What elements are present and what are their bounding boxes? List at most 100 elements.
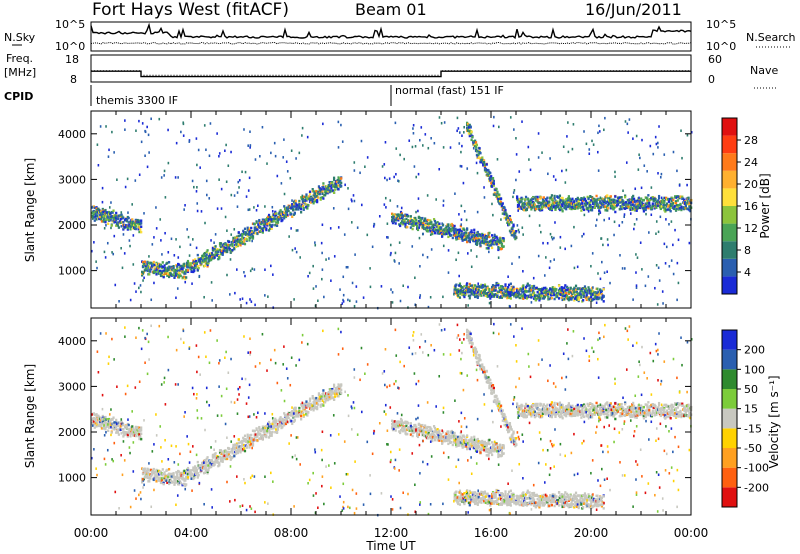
power-cell-1394 bbox=[451, 236, 454, 240]
power-noise-cell-196 bbox=[586, 292, 588, 295]
power-noise-cell-104 bbox=[103, 250, 106, 254]
power-cell-1497 bbox=[474, 236, 478, 240]
power-cell-1391 bbox=[450, 228, 454, 231]
power-cell-1467 bbox=[467, 236, 470, 240]
power-noise-cell-482 bbox=[369, 267, 371, 270]
power-cell-3136 bbox=[566, 294, 569, 298]
velocity-cell-59 bbox=[103, 417, 106, 421]
velocity-cell-805 bbox=[270, 434, 273, 437]
power-cell-296 bbox=[157, 269, 160, 273]
power-cell-2235 bbox=[601, 199, 604, 202]
power-cell-615 bbox=[227, 240, 231, 244]
power-cell-945 bbox=[301, 204, 305, 208]
power-cell-160 bbox=[126, 228, 129, 231]
velocity-cell-467 bbox=[194, 466, 198, 470]
power-noise-cell-435 bbox=[532, 276, 535, 280]
power-cell-1270 bbox=[424, 217, 427, 220]
power-cell-79 bbox=[107, 210, 111, 214]
power-cell-1453 bbox=[465, 233, 468, 236]
power-cell-2183 bbox=[590, 199, 593, 202]
power-cell-2258 bbox=[607, 203, 610, 207]
power-cell-1807 bbox=[506, 214, 509, 217]
power-cell-1555 bbox=[487, 246, 490, 250]
power-noise-cell-310 bbox=[360, 203, 363, 207]
velocity-cell-497 bbox=[202, 463, 205, 467]
power-cell-764 bbox=[261, 218, 264, 221]
power-noise-cell-509 bbox=[500, 218, 502, 221]
power-noise-cell-58 bbox=[475, 161, 478, 165]
velocity-cell-41 bbox=[99, 417, 103, 420]
power-noise-cell-399 bbox=[466, 167, 469, 170]
velocity-cell-810 bbox=[271, 430, 274, 434]
power-cell-1960 bbox=[541, 208, 544, 212]
power-cell-1933 bbox=[534, 207, 537, 211]
power-noise-cell-180 bbox=[537, 156, 540, 159]
velocity-cell-697 bbox=[246, 441, 249, 445]
power-cell-1661 bbox=[474, 142, 477, 146]
power-noise-cell-100 bbox=[153, 281, 155, 285]
power-cell-1160 bbox=[399, 210, 403, 214]
power-cell-1319 bbox=[434, 221, 437, 225]
power-noise-cell-2 bbox=[686, 183, 688, 187]
power-cell-1579 bbox=[492, 239, 495, 242]
power-cell-3156 bbox=[570, 296, 573, 299]
power-cell-2783 bbox=[486, 295, 489, 299]
power-cell-338 bbox=[166, 274, 169, 277]
power-noise-cell-500 bbox=[488, 301, 491, 305]
velocity-cell-779 bbox=[264, 426, 267, 429]
power-cell-3075 bbox=[551, 287, 554, 291]
power-noise-cell-543 bbox=[512, 195, 514, 199]
velocity-cell-154 bbox=[124, 424, 128, 428]
velocity-cell-515 bbox=[205, 460, 208, 463]
velocity-cell-848 bbox=[280, 424, 283, 427]
velocity-cell-823 bbox=[274, 430, 277, 434]
power-cell-949 bbox=[302, 195, 305, 199]
power-echo-cells bbox=[91, 115, 693, 310]
velocity-cell-712 bbox=[250, 433, 253, 437]
power-cell-1051 bbox=[324, 192, 328, 195]
power-noise-cell-159 bbox=[655, 232, 657, 235]
power-noise-cell-32 bbox=[122, 233, 125, 236]
power-noise-cell-313 bbox=[248, 176, 251, 180]
power-noise-cell-471 bbox=[521, 120, 523, 123]
power-cell-1387 bbox=[449, 229, 453, 233]
power-cell-1236 bbox=[416, 228, 420, 232]
velocity-cell-506 bbox=[203, 464, 207, 468]
power-cell-755 bbox=[259, 225, 262, 229]
power-cell-684 bbox=[243, 227, 247, 231]
power-noise-cell-579 bbox=[460, 223, 463, 226]
power-cell-1591 bbox=[495, 235, 498, 239]
velocity-cell-572 bbox=[218, 455, 222, 459]
power-cell-1827 bbox=[510, 221, 513, 224]
power-noise-cell-517 bbox=[160, 239, 162, 242]
velocity-cell-415 bbox=[183, 469, 186, 473]
power-cell-1298 bbox=[430, 222, 433, 226]
power-cell-996 bbox=[313, 199, 316, 203]
velocity-cell-308 bbox=[159, 470, 163, 474]
power-noise-cell-630 bbox=[597, 131, 599, 135]
power-noise-cell-682 bbox=[644, 284, 647, 288]
power-cell-3295 bbox=[600, 289, 604, 293]
power-cell-95 bbox=[111, 211, 114, 214]
power-noise-cell-544 bbox=[200, 210, 203, 213]
power-noise-cell-50 bbox=[481, 237, 484, 240]
power-noise-cell-657 bbox=[656, 303, 659, 306]
power-noise-cell-176 bbox=[609, 281, 611, 285]
power-noise-cell-683 bbox=[438, 167, 441, 171]
power-cell-2197 bbox=[593, 205, 596, 209]
power-noise-cell-182 bbox=[132, 263, 135, 266]
power-colorbar-tick-label-0: 4 bbox=[744, 266, 751, 279]
power-cell-2333 bbox=[624, 195, 627, 199]
power-y-axis-label: Slant Range [km] bbox=[23, 158, 37, 262]
power-cell-1398 bbox=[452, 230, 455, 233]
power-cell-1677 bbox=[477, 156, 480, 159]
power-noise-cell-49 bbox=[610, 201, 613, 205]
power-cell-2811 bbox=[492, 295, 495, 298]
power-cell-810 bbox=[271, 223, 274, 227]
power-cell-1792 bbox=[503, 206, 506, 209]
power-noise-cell-191 bbox=[465, 283, 468, 287]
power-noise-cell-233 bbox=[670, 259, 673, 262]
power-cell-1564 bbox=[490, 240, 493, 244]
power-noise-cell-592 bbox=[105, 125, 107, 128]
power-noise-cell-301 bbox=[289, 176, 292, 180]
